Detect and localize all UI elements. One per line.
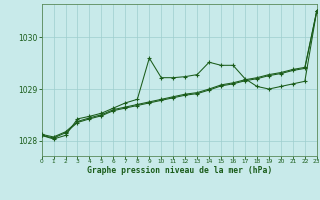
X-axis label: Graphe pression niveau de la mer (hPa): Graphe pression niveau de la mer (hPa) <box>87 166 272 175</box>
